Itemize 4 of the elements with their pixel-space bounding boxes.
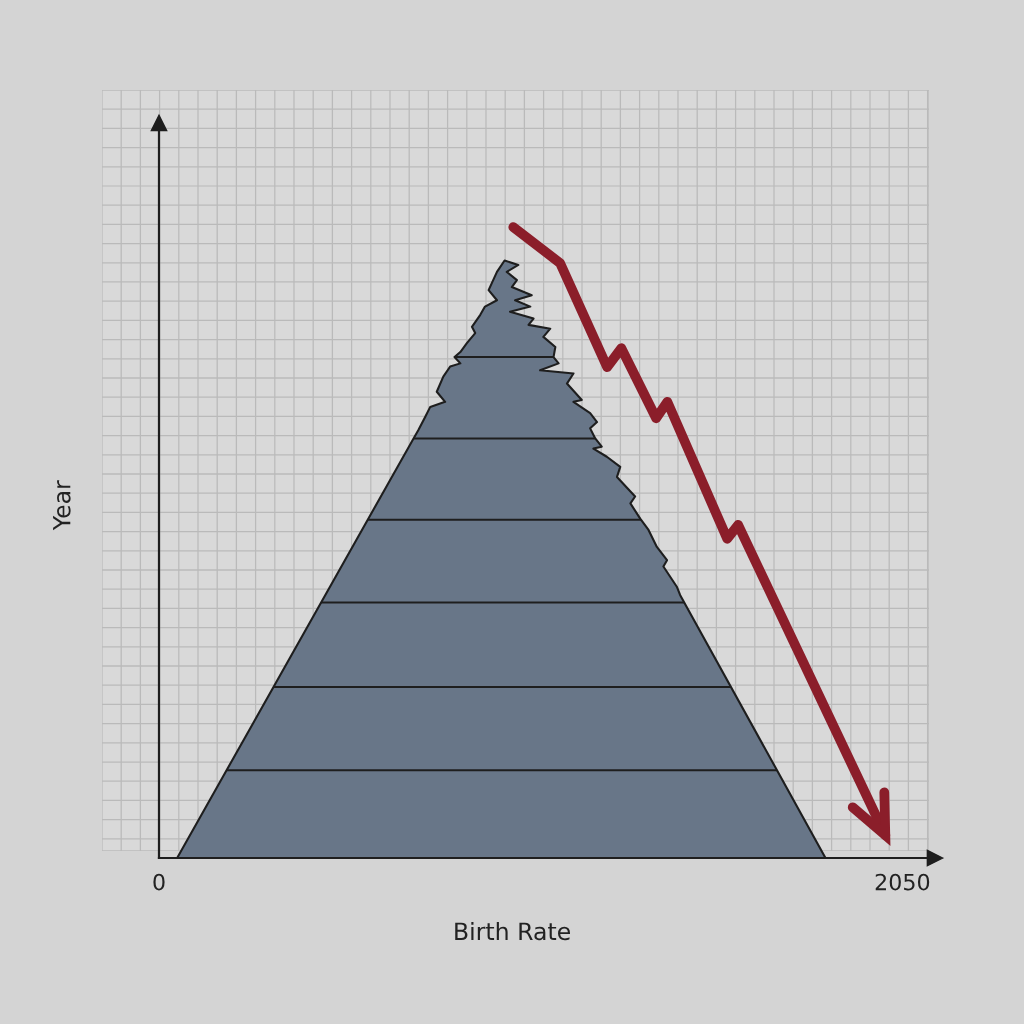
x-tick-label: 0 (153, 873, 165, 891)
x-axis-title: Birth Rate (455, 921, 570, 941)
x-tick-label: 2050 (875, 873, 930, 891)
y-axis-title: Year (53, 480, 71, 531)
